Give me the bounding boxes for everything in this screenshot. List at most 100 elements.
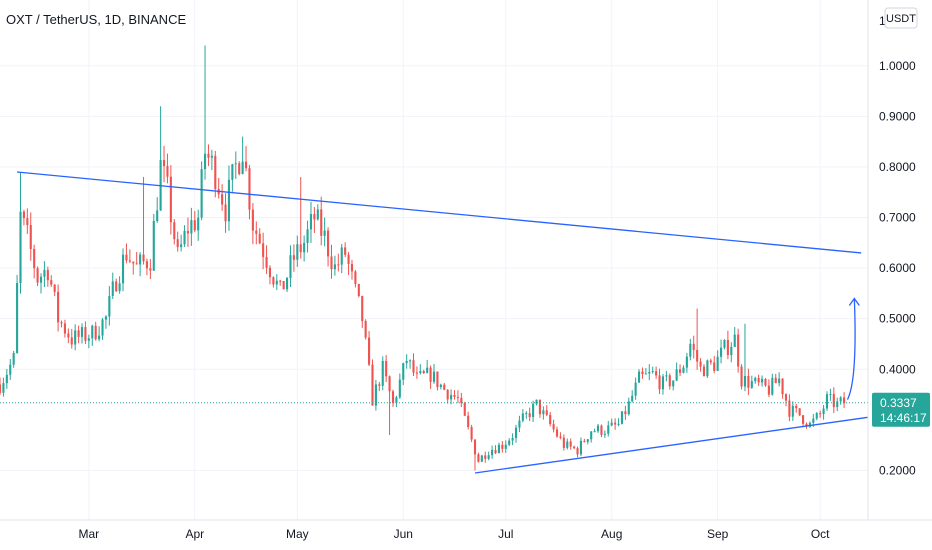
candle-body — [391, 391, 395, 403]
candle-body — [634, 382, 637, 396]
candle-body — [190, 220, 193, 234]
candle-body — [415, 372, 418, 374]
candle-body — [169, 176, 172, 223]
candle-body — [586, 439, 589, 442]
candle-body — [272, 277, 275, 285]
trendlines[interactable] — [17, 171, 869, 474]
descending-resistance-line — [17, 171, 862, 254]
candle-body — [446, 389, 449, 400]
candle-body — [200, 169, 203, 218]
candle-body — [330, 256, 333, 270]
candle-body — [682, 367, 685, 373]
candle-body — [453, 395, 456, 397]
candle-body — [70, 337, 73, 345]
candle-body — [149, 268, 152, 271]
candle-body — [258, 233, 261, 244]
candle-body — [620, 411, 624, 424]
candle-body — [549, 414, 552, 425]
candle-body — [487, 455, 490, 459]
candle-body — [528, 413, 531, 418]
candle-body — [429, 367, 432, 382]
candle-body — [754, 377, 757, 382]
ascending-support-line — [474, 416, 869, 474]
candle-body — [627, 401, 630, 415]
candle-body — [108, 295, 111, 317]
candle-body — [378, 384, 381, 386]
candle-body — [125, 254, 128, 261]
candle-body — [238, 163, 241, 175]
candle-body — [678, 369, 682, 373]
candle-body — [176, 239, 179, 248]
candle-body — [579, 440, 583, 455]
candle-body — [641, 371, 644, 375]
candle-body — [825, 394, 829, 409]
candle-body — [289, 255, 292, 278]
candle-body — [282, 281, 285, 290]
candle-body — [836, 401, 839, 407]
unit-button[interactable] — [884, 7, 918, 29]
candle-body — [303, 242, 306, 253]
candle-body — [316, 209, 319, 220]
time-tick-label: Sep — [707, 527, 729, 541]
candle-body — [747, 375, 750, 388]
candle-body — [839, 397, 842, 402]
candle-body — [33, 248, 36, 269]
candle-body — [241, 161, 244, 175]
price-axis[interactable]: 0.2000 0.4000 0.5000 0.6000 0.7000 0.8000 0.90… — [879, 59, 916, 478]
candle-body — [388, 376, 391, 392]
candle-body — [77, 330, 80, 337]
candle-body — [771, 377, 774, 395]
candle-body — [788, 400, 791, 417]
candle-body — [98, 335, 101, 340]
candle-body — [115, 281, 118, 292]
candle-body — [357, 283, 360, 296]
candle-body — [152, 220, 155, 271]
candle-body — [521, 413, 524, 421]
candle-body — [265, 256, 268, 268]
candle-body — [535, 399, 538, 404]
candle-body — [675, 369, 678, 381]
candle-body — [275, 280, 278, 285]
candle-body — [74, 330, 77, 345]
candle-body — [91, 325, 94, 339]
candle-body — [668, 375, 671, 387]
candle-body — [781, 378, 784, 395]
candle-body — [39, 276, 43, 283]
candle-body — [26, 218, 29, 226]
candle-body — [555, 429, 559, 437]
candle-body — [696, 349, 699, 362]
candle-body — [296, 244, 299, 260]
candle-body — [224, 204, 227, 222]
candle-body — [463, 402, 466, 416]
candle-body — [774, 377, 777, 384]
candle-body — [750, 381, 753, 388]
candle-body — [121, 254, 125, 284]
time-axis[interactable]: Mar Apr May Jun Jul Aug Sep Oct — [79, 527, 831, 541]
candle-body — [484, 455, 487, 459]
candle-body — [805, 423, 808, 427]
candle-body — [221, 194, 224, 205]
candle-body — [726, 339, 729, 356]
candle-body — [497, 444, 500, 454]
candle-body — [214, 155, 217, 190]
candle-body — [422, 371, 425, 373]
price-tick-label: 0.8000 — [879, 160, 916, 174]
candle-body — [692, 343, 695, 350]
candle-body — [443, 384, 446, 390]
candle-body — [778, 378, 781, 384]
time-tick-label: Mar — [79, 527, 100, 541]
candle-body — [426, 367, 429, 373]
candle-body — [354, 271, 357, 284]
candle-body — [815, 413, 818, 419]
time-tick-label: Jul — [498, 527, 513, 541]
candle-body — [203, 153, 207, 170]
candle-body — [385, 360, 388, 377]
time-tick-label: Aug — [601, 527, 622, 541]
candle-body — [761, 378, 764, 383]
candle-body — [364, 321, 367, 338]
candle-body — [132, 261, 135, 264]
candle-body — [504, 444, 507, 449]
candle-body — [16, 283, 19, 354]
candle-body — [402, 363, 405, 380]
